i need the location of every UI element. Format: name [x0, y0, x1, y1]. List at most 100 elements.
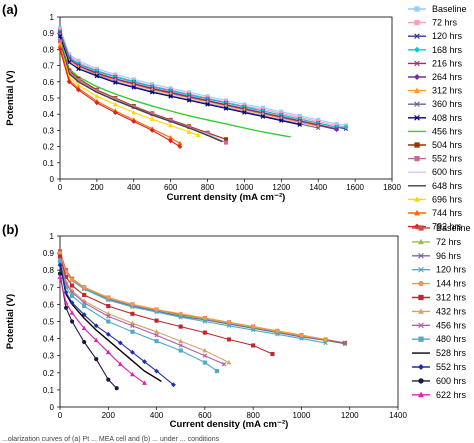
panel-b-series-622-hrs-point: [130, 371, 135, 377]
panel-a-series-408-hrs-point: [242, 110, 247, 115]
panel-a-series-264-hrs-point: [334, 127, 340, 132]
panel-b-series-456-hrs-point: [221, 362, 227, 367]
panel-b-legend-600-hrs-label: 600 hrs: [436, 376, 467, 386]
panel-a-legend-72-hrs-marker: [414, 19, 420, 26]
panel-b-series-144-hrs-line: [59, 252, 326, 341]
panel-b-series-600-hrs-point: [94, 357, 99, 362]
panel-b-series-622-hrs-point: [142, 380, 147, 385]
panel-b-y-tick-label: 0.7: [43, 283, 55, 292]
panel-b-series-432-hrs-point: [202, 347, 208, 353]
panel-b-series-552-hrs-point: [171, 382, 176, 388]
panel-a-legend-504-hrs-marker: [414, 142, 420, 148]
panel-a-y-tick-label: 0.8: [43, 45, 55, 54]
panel-a-series-792-hrs-point: [168, 138, 174, 144]
panel-a-legend-264-hrs-label: 264 hrs: [432, 72, 463, 82]
panel-a-series-792-hrs-point: [66, 79, 72, 85]
panel-b-series-552-hrs-point: [69, 300, 75, 306]
panel-b-legend-72-hrs-marker: [418, 238, 424, 245]
panel-b-series-552-hrs-point: [57, 262, 63, 268]
panel-b-series-480-hrs-point: [82, 304, 87, 309]
panel-a-legend-168-hrs-marker: [414, 46, 420, 53]
panel-b-series-144-hrs-point: [323, 337, 328, 342]
panel-b-y-tick-label: 0.1: [43, 386, 55, 395]
panel-a-legend-696-hrs-marker: [414, 196, 420, 202]
panel-b-series-144-hrs-point: [299, 333, 304, 338]
panel-a-series-744-hrs-point: [168, 135, 174, 140]
panel-b-series-144-hrs-point: [106, 295, 111, 300]
panel-b-series-622-hrs-point: [117, 361, 123, 367]
panel-b-series-432-hrs-point: [154, 329, 159, 334]
panel-b-legend-120-hrs-label: 120 hrs: [436, 265, 467, 275]
panel-a-legend-312-hrs-marker: [414, 87, 420, 93]
panel-b-series-432-hrs-point: [178, 338, 184, 343]
panel-b-y-tick-label: 0.9: [43, 249, 55, 258]
panel-b-series-312-hrs-point: [154, 318, 159, 323]
panel-b-x-tick-label: 1400: [389, 411, 407, 420]
panel-b-y-tick-label: 0: [50, 403, 55, 412]
panel-a-legend-408-hrs-label: 408 hrs: [432, 113, 463, 123]
panel-b-series-552-hrs-point: [81, 312, 87, 318]
panel-b-series-432-hrs-line: [59, 259, 230, 363]
panel-a-x-tick-label: 0: [58, 183, 63, 192]
panel-b-legend-96-hrs-marker: [418, 253, 424, 259]
panel-a-legend-744-hrs-label: 744 hrs: [432, 208, 463, 218]
panel-a-series-696-hrs-point: [112, 101, 118, 107]
panel-a-series-408-hrs-point: [76, 66, 81, 72]
panel-b-legend-baseline-marker: [418, 225, 424, 231]
panel-a-legend-216-hrs-label: 216 hrs: [432, 58, 463, 68]
panel-a-x-axis-label: Current density (mA cm⁻²): [167, 192, 286, 203]
panel-b-legend-312-hrs-label: 312 hrs: [436, 293, 467, 303]
panel-a-series-168-hrs-point: [186, 92, 192, 98]
panel-a-legend-744-hrs-marker: [414, 209, 420, 216]
panel-b-series-120-hrs-point: [275, 332, 280, 337]
panel-a-y-tick-label: 0.1: [43, 159, 55, 168]
panel-a-series-792-hrs-point: [177, 144, 183, 149]
panel-a-series-312-hrs-line: [59, 34, 319, 127]
panel-a-legend-72-hrs-label: 72 hrs: [432, 18, 458, 28]
panel-a-series-696-hrs-point: [195, 132, 201, 138]
panel-a-series-408-hrs-point: [186, 98, 192, 103]
panel-b-series-622-hrs-point: [81, 325, 87, 331]
panel-b-series-622-hrs-point: [63, 300, 69, 305]
panel-b-series-552-hrs-point: [154, 368, 159, 374]
panel-b-legend-456-hrs-label: 456 hrs: [436, 320, 467, 330]
panel-a-legend-baseline-marker: [414, 6, 420, 12]
panel-a-series-72-hrs-line: [59, 29, 346, 128]
panel-b-legend-528-hrs-label: 528 hrs: [436, 348, 467, 358]
panel-b-series-600-hrs-point: [57, 271, 63, 276]
panel-b-series-600-hrs-point: [63, 305, 69, 310]
panel-b-x-tick-label: 1200: [341, 411, 359, 420]
panel-a-legend-792-hrs-label: 792 hrs: [432, 222, 463, 232]
panel-b-series-group: [57, 249, 348, 391]
panel-b-series-144-hrs-point: [130, 302, 135, 307]
panel-b-chart: 0 200 400 600 800 1000 1200 1400 0 0.1 0.2 0.3 0.4 0.…: [2, 222, 471, 430]
panel-b-legend-312-hrs-marker: [418, 294, 424, 301]
panel-b-series-120-hrs-point: [323, 340, 328, 346]
panel-a-legend: Baseline 72 hrs 120 hrs 168 hrs 216 hrs 264 h…: [408, 4, 467, 232]
panel-b-series-144-hrs-point: [226, 320, 232, 325]
panel-a-series-456-hrs-line: [59, 39, 291, 138]
panel-b-series-312-hrs-point: [226, 337, 232, 342]
panel-b-y-tick-label: 0.4: [43, 335, 55, 344]
panel-b-legend-622-hrs-label: 622 hrs: [436, 390, 467, 400]
panel-a-series-696-hrs-point: [94, 93, 100, 99]
panel-a-series-408-hrs-point: [260, 114, 266, 119]
panel-a-series-792-hrs-point: [76, 87, 81, 93]
panel-a-series-792-hrs-point: [149, 128, 155, 133]
panel-b-series-456-hrs-point: [130, 323, 135, 328]
panel-a-x-tick-label: 1400: [309, 183, 327, 192]
panel-b-series-600-hrs-point: [114, 386, 119, 391]
panel-a-series-696-hrs-point: [168, 122, 174, 128]
panel-a-panel-label: (a): [2, 2, 18, 17]
panel-b-series-552-hrs-point: [130, 349, 135, 355]
panel-b-legend-456-hrs-marker: [418, 322, 424, 329]
panel-a-series-408-hrs-point: [94, 73, 100, 79]
panel-b-legend-72-hrs-label: 72 hrs: [436, 237, 462, 247]
panel-a-series-168-hrs-line: [59, 31, 346, 128]
panel-a-series-baseline-line: [59, 28, 346, 127]
panel-a-series-168-hrs-point: [343, 124, 349, 130]
panel-b-series-552-hrs-point: [105, 331, 111, 337]
figure-caption: ...olarization curves of (a) Pt ... MEA …: [2, 436, 220, 443]
panel-b-series-120-hrs-point: [178, 315, 183, 320]
